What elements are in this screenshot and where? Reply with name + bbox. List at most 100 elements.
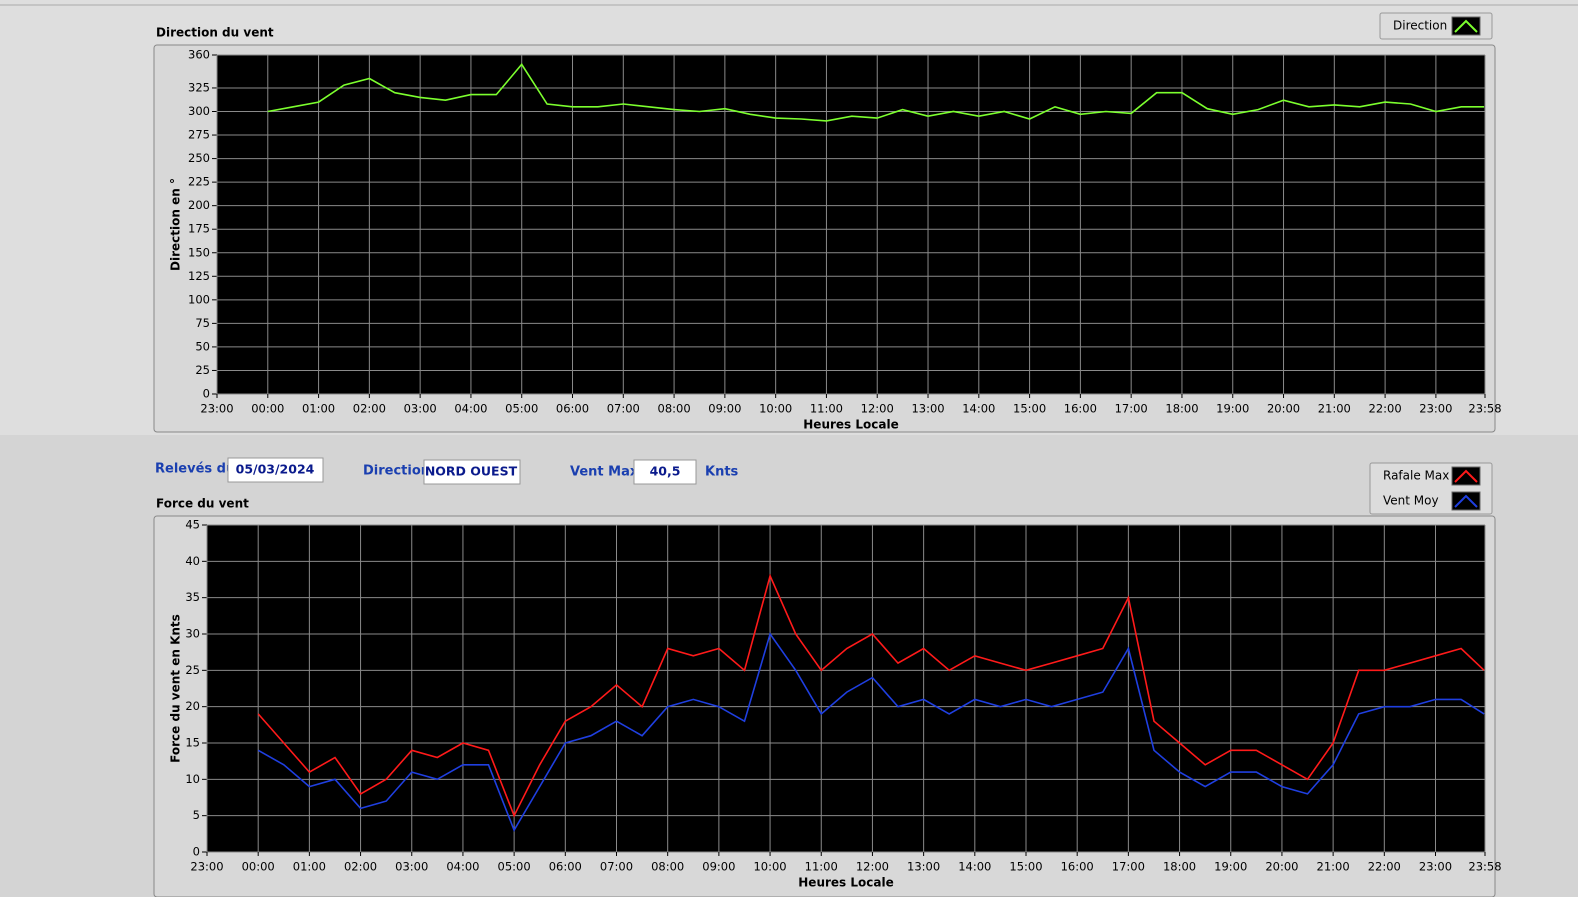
x-tick-label: 04:00 xyxy=(446,860,479,874)
x-tick-label: 03:00 xyxy=(404,402,437,416)
y-tick-label: 40 xyxy=(185,554,200,568)
x-tick-label: 06:00 xyxy=(549,860,582,874)
x-tick-label: 11:00 xyxy=(805,860,838,874)
x-axis-label: Heures Locale xyxy=(798,876,893,890)
x-tick-label: 16:00 xyxy=(1061,860,1094,874)
y-tick-label: 45 xyxy=(185,518,200,532)
x-tick-label: 22:00 xyxy=(1368,860,1401,874)
y-tick-label: 175 xyxy=(188,222,210,236)
y-tick-label: 225 xyxy=(188,175,210,189)
vent-max-value: 40,5 xyxy=(650,464,681,479)
x-tick-label: 19:00 xyxy=(1214,860,1247,874)
y-tick-label: 75 xyxy=(195,316,210,330)
plot-area xyxy=(207,525,1485,852)
x-tick-label: 07:00 xyxy=(600,860,633,874)
x-tick-label: 23:00 xyxy=(1419,860,1452,874)
chart-title: Force du vent xyxy=(156,497,249,511)
y-tick-label: 25 xyxy=(195,363,210,377)
x-tick-label: 01:00 xyxy=(293,860,326,874)
x-tick-label: 00:00 xyxy=(251,402,284,416)
legend-swatch xyxy=(1454,494,1478,508)
vent-max-label: Vent Max xyxy=(570,465,639,480)
x-tick-label: 22:00 xyxy=(1369,402,1402,416)
x-tick-label: 18:00 xyxy=(1165,402,1198,416)
x-tick-label: 09:00 xyxy=(708,402,741,416)
y-tick-label: 50 xyxy=(195,339,210,353)
x-tick-label: 01:00 xyxy=(302,402,335,416)
y-tick-label: 25 xyxy=(185,663,200,677)
y-tick-label: 250 xyxy=(188,151,210,165)
x-tick-label: 05:00 xyxy=(498,860,531,874)
direction-label: Direction xyxy=(363,464,430,479)
legend-swatch xyxy=(1454,469,1478,483)
x-tick-label: 09:00 xyxy=(702,860,735,874)
y-tick-label: 200 xyxy=(188,198,210,212)
x-tick-label: 23:00 xyxy=(190,860,223,874)
x-tick-label: 23:58 xyxy=(1468,860,1501,874)
x-tick-label: 00:00 xyxy=(242,860,275,874)
x-tick-label: 12:00 xyxy=(856,860,889,874)
y-tick-label: 360 xyxy=(188,48,210,62)
x-tick-label: 14:00 xyxy=(958,860,991,874)
series-line xyxy=(257,573,1485,818)
date-value: 05/03/2024 xyxy=(236,462,315,477)
x-tick-label: 08:00 xyxy=(651,860,684,874)
y-axis-label: Direction en ° xyxy=(169,178,183,271)
direction-value: NORD OUEST xyxy=(425,464,518,479)
y-tick-label: 35 xyxy=(185,590,200,604)
x-tick-label: 17:00 xyxy=(1115,402,1148,416)
legend-swatch-bg xyxy=(1451,16,1481,36)
x-tick-label: 19:00 xyxy=(1216,402,1249,416)
legend-swatch-bg xyxy=(1451,491,1481,511)
legend-swatch xyxy=(1454,19,1478,33)
legend-label: Rafale Max xyxy=(1383,469,1449,483)
x-tick-label: 23:58 xyxy=(1468,402,1501,416)
plot-area xyxy=(217,55,1485,394)
x-tick-label: 06:00 xyxy=(556,402,589,416)
vent-max-field[interactable] xyxy=(633,459,697,485)
x-tick-label: 13:00 xyxy=(911,402,944,416)
x-tick-label: 16:00 xyxy=(1064,402,1097,416)
y-tick-label: 150 xyxy=(188,245,210,259)
x-tick-label: 20:00 xyxy=(1267,402,1300,416)
x-tick-label: 15:00 xyxy=(1013,402,1046,416)
y-axis-label: Force du vent en Knts xyxy=(169,614,183,763)
y-tick-label: 20 xyxy=(185,699,200,713)
y-tick-label: 5 xyxy=(193,808,200,822)
x-tick-label: 18:00 xyxy=(1163,860,1196,874)
x-tick-label: 11:00 xyxy=(810,402,843,416)
x-tick-label: 03:00 xyxy=(395,860,428,874)
y-tick-label: 125 xyxy=(188,269,210,283)
x-axis-label: Heures Locale xyxy=(803,418,898,432)
x-tick-label: 02:00 xyxy=(344,860,377,874)
y-tick-label: 0 xyxy=(203,387,210,401)
x-tick-label: 21:00 xyxy=(1317,860,1350,874)
legend-label: Vent Moy xyxy=(1383,494,1439,508)
y-tick-label: 325 xyxy=(188,80,210,94)
x-tick-label: 20:00 xyxy=(1265,860,1298,874)
x-tick-label: 13:00 xyxy=(907,860,940,874)
x-tick-label: 10:00 xyxy=(759,402,792,416)
y-tick-label: 300 xyxy=(188,104,210,118)
y-tick-label: 100 xyxy=(188,292,210,306)
date-label: Relevés du xyxy=(155,462,235,477)
legend-swatch-bg xyxy=(1451,466,1481,486)
x-tick-label: 17:00 xyxy=(1112,860,1145,874)
x-tick-label: 10:00 xyxy=(753,860,786,874)
series-line xyxy=(257,632,1485,833)
x-tick-label: 23:00 xyxy=(1419,402,1452,416)
x-tick-label: 14:00 xyxy=(962,402,995,416)
x-tick-label: 05:00 xyxy=(505,402,538,416)
x-tick-label: 02:00 xyxy=(353,402,386,416)
y-tick-label: 10 xyxy=(185,772,200,786)
y-tick-label: 0 xyxy=(193,845,200,859)
x-tick-label: 23:00 xyxy=(200,402,233,416)
y-tick-label: 30 xyxy=(185,627,200,641)
direction-field[interactable] xyxy=(423,459,521,485)
y-tick-label: 15 xyxy=(185,736,200,750)
legend-label: Direction xyxy=(1393,19,1447,33)
series-line xyxy=(267,63,1485,122)
date-field[interactable] xyxy=(227,457,324,483)
